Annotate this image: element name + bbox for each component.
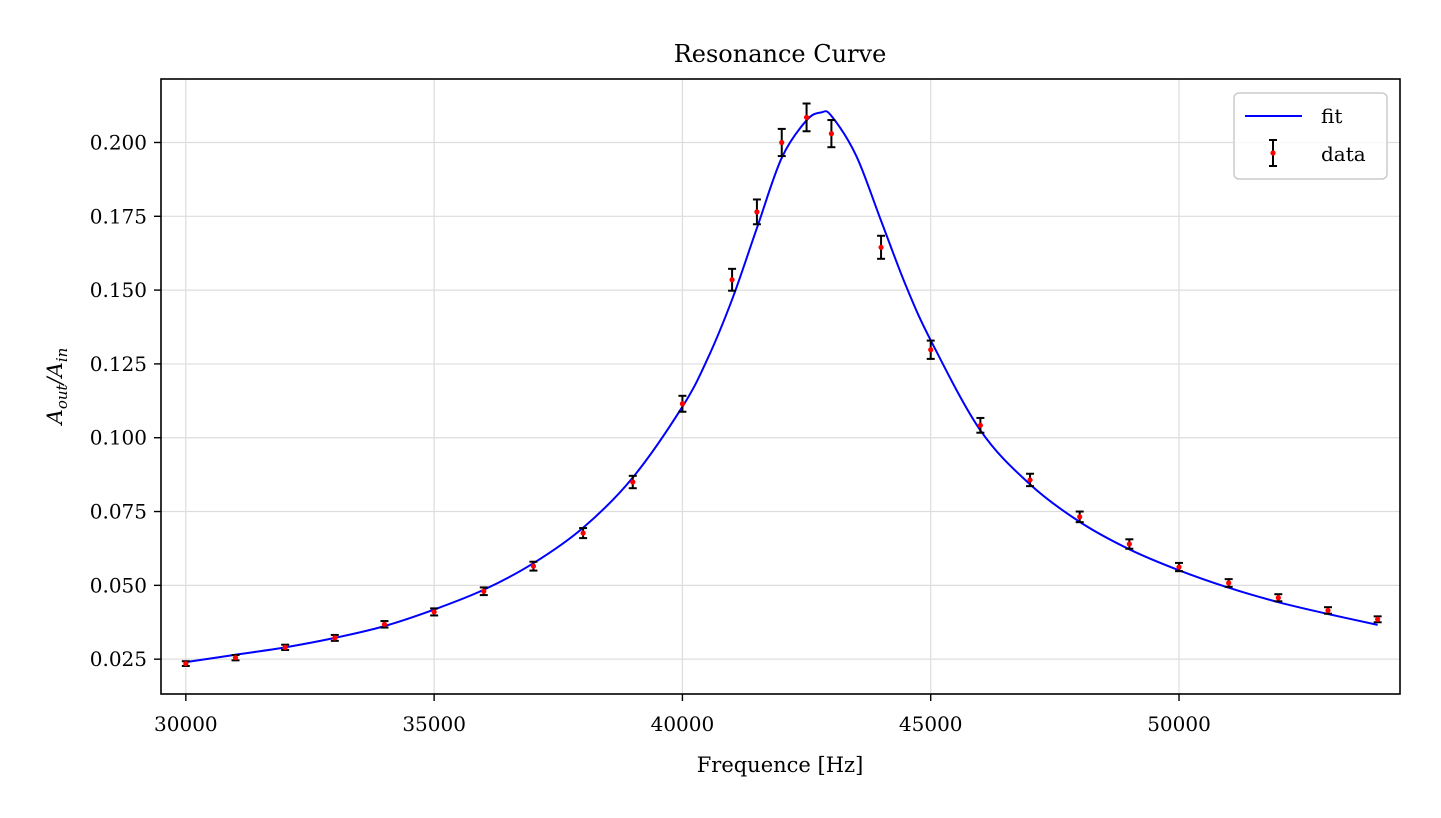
legend-box	[1233, 92, 1388, 180]
data-marker	[232, 655, 239, 661]
y-tick-label: 0.125	[90, 352, 147, 376]
data-point	[777, 127, 786, 158]
y-tick-label: 0.150	[90, 278, 147, 302]
data-point	[752, 198, 761, 226]
data-marker	[183, 660, 189, 667]
data-marker	[481, 588, 487, 594]
data-marker	[282, 644, 288, 650]
data-marker	[878, 244, 884, 250]
data-point	[1125, 538, 1134, 550]
x-axis-label: Frequence [Hz]	[697, 753, 864, 777]
legend-data-label: data	[1321, 142, 1366, 166]
data-point	[479, 586, 488, 597]
y-tick-label: 0.075	[90, 500, 147, 524]
y-axis-label: Aout/Ain	[43, 348, 71, 427]
y-axis-label-sub-num: out	[53, 383, 71, 409]
y-axis-label-main: A	[43, 409, 67, 426]
data-marker	[828, 131, 835, 137]
data-point	[802, 102, 811, 133]
legend: fit data	[1233, 92, 1388, 180]
data-point	[330, 633, 339, 642]
y-tick-label: 0.100	[90, 426, 147, 450]
data-marker	[1077, 514, 1083, 520]
data-marker	[530, 563, 537, 569]
data-marker	[679, 401, 686, 407]
data-point	[827, 119, 836, 149]
data-point	[678, 394, 687, 413]
data-point	[877, 234, 886, 260]
data-point	[1175, 561, 1184, 573]
data-point	[1274, 593, 1283, 603]
data-point	[1373, 615, 1382, 624]
data-point	[926, 339, 935, 360]
x-tick-label: 50000	[1147, 712, 1211, 736]
legend-data-swatch	[1269, 139, 1277, 167]
data-point	[281, 643, 290, 652]
data-point	[1026, 472, 1035, 488]
x-tick-label: 45000	[899, 712, 963, 736]
data-point	[380, 620, 389, 629]
data-point	[1075, 510, 1084, 524]
y-tick-label: 0.050	[90, 573, 147, 597]
y-axis-label-sub-den: in	[53, 348, 71, 362]
y-tick-label: 0.200	[90, 130, 147, 154]
data-point	[1224, 578, 1233, 588]
data-point	[628, 474, 637, 490]
x-tick-label: 35000	[402, 712, 466, 736]
x-tick-label: 40000	[651, 712, 715, 736]
data-point	[728, 267, 737, 292]
y-axis-label-sep: /A	[43, 362, 67, 386]
data-marker	[1226, 580, 1232, 586]
data-marker	[1375, 616, 1381, 622]
data-marker	[779, 139, 785, 146]
plot-frame	[160, 78, 1401, 695]
y-tick-label: 0.025	[90, 647, 147, 671]
data-point	[579, 527, 588, 540]
data-marker	[754, 209, 760, 215]
data-marker	[1275, 595, 1281, 601]
data-marker	[630, 479, 636, 485]
data-marker	[332, 635, 338, 641]
data-point	[231, 654, 240, 662]
data-point	[976, 416, 985, 434]
data-marker	[803, 114, 810, 120]
legend-fit-label: fit	[1321, 104, 1342, 128]
data-marker	[977, 422, 983, 428]
data-marker	[431, 609, 437, 615]
data-marker	[729, 277, 735, 283]
data-layer	[181, 102, 1382, 667]
chart-title: Resonance Curve	[674, 40, 887, 68]
data-marker	[1176, 564, 1182, 570]
data-point	[430, 607, 439, 617]
data-marker	[1027, 477, 1033, 483]
data-marker	[381, 621, 388, 627]
x-tick-label: 30000	[154, 712, 218, 736]
data-marker	[928, 347, 934, 353]
data-marker	[580, 530, 586, 536]
data-marker	[1126, 541, 1132, 547]
data-point	[181, 660, 190, 667]
y-tick-label: 0.175	[90, 204, 147, 228]
data-point	[1323, 606, 1332, 615]
data-point	[529, 560, 538, 572]
data-marker	[1325, 607, 1331, 614]
tick-layer: 30000 35000 40000 45000 50000 0.025 0.050 0.075…	[90, 130, 1211, 736]
